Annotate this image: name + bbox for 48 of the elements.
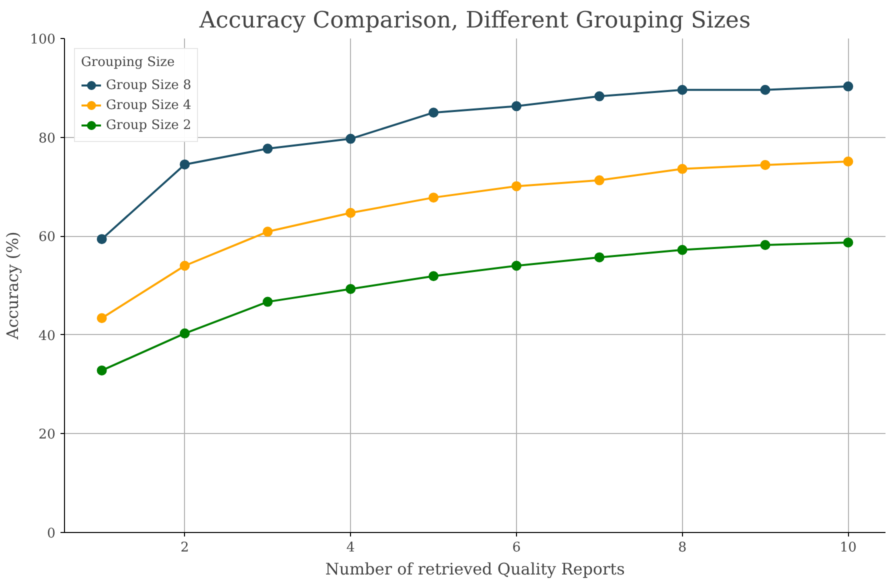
point xyxy=(346,284,356,294)
legend-label: Group Size 8 xyxy=(106,78,192,92)
legend-label: Group Size 2 xyxy=(106,118,192,132)
point xyxy=(594,252,604,262)
y-tick-label: 100 xyxy=(30,32,56,48)
legend-title: Grouping Size xyxy=(81,55,176,70)
y-tick-label: 20 xyxy=(38,428,56,443)
point xyxy=(180,159,190,170)
point xyxy=(428,271,439,282)
point xyxy=(843,156,854,166)
point xyxy=(760,160,770,170)
point xyxy=(677,244,688,255)
y-tick-label: 60 xyxy=(38,230,56,246)
x-tick-label: 4 xyxy=(346,540,355,556)
y-axis-title: Accuracy (%) xyxy=(3,232,22,340)
y-tick-label: 0 xyxy=(47,526,56,542)
point xyxy=(511,260,522,271)
x-axis-title: Number of retrieved Quality Reports xyxy=(325,560,625,578)
point xyxy=(594,175,604,186)
point xyxy=(843,238,854,248)
point xyxy=(511,101,522,112)
point xyxy=(96,365,107,376)
chart-title: Accuracy Comparison, Different Grouping Sizes xyxy=(198,8,751,34)
y-tick-label: 40 xyxy=(38,328,56,344)
x-tick-label: 6 xyxy=(512,540,521,556)
point xyxy=(677,164,688,174)
point xyxy=(677,84,688,95)
legend-label: Group Size 4 xyxy=(106,98,192,112)
point xyxy=(96,234,107,244)
x-tick-label: 10 xyxy=(840,540,857,556)
point xyxy=(428,108,439,118)
point xyxy=(262,144,273,154)
point xyxy=(262,296,273,307)
point xyxy=(843,81,854,92)
point xyxy=(346,208,356,218)
point xyxy=(96,313,107,324)
x-tick-label: 2 xyxy=(180,540,189,556)
point xyxy=(511,181,522,192)
x-tick-label: 8 xyxy=(678,540,687,556)
point xyxy=(262,226,273,237)
point xyxy=(594,91,604,102)
point xyxy=(760,84,770,95)
point xyxy=(346,134,356,144)
point xyxy=(760,240,770,250)
y-tick-label: 80 xyxy=(38,131,56,146)
point xyxy=(428,192,439,203)
point xyxy=(180,328,190,338)
point xyxy=(180,260,190,271)
